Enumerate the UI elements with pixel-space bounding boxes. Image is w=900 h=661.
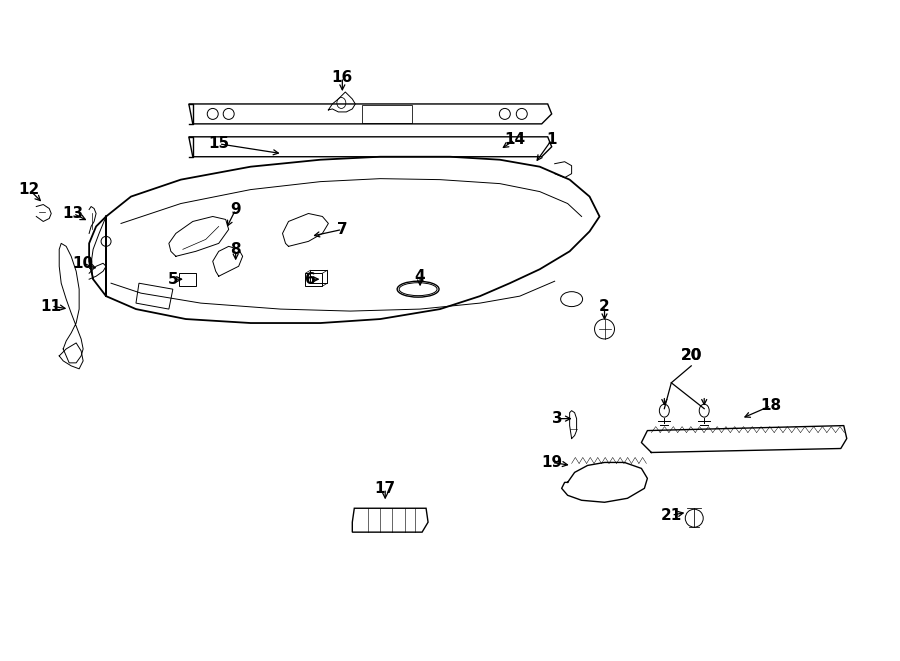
Text: 15: 15 <box>208 136 230 151</box>
Text: 3: 3 <box>553 411 563 426</box>
Text: 1: 1 <box>546 132 557 147</box>
Text: 14: 14 <box>504 132 526 147</box>
Text: 20: 20 <box>680 348 702 364</box>
Text: 20: 20 <box>680 348 702 364</box>
Text: 10: 10 <box>73 256 94 271</box>
Text: 6: 6 <box>305 272 316 287</box>
Text: 16: 16 <box>332 69 353 85</box>
Text: 2: 2 <box>599 299 610 313</box>
Text: 12: 12 <box>19 182 40 197</box>
Text: 17: 17 <box>374 481 396 496</box>
Text: 21: 21 <box>661 508 682 523</box>
Text: 7: 7 <box>337 222 347 237</box>
Text: 8: 8 <box>230 242 241 257</box>
Text: 11: 11 <box>40 299 62 313</box>
Text: 5: 5 <box>167 272 178 287</box>
Text: 4: 4 <box>415 269 426 284</box>
Text: 19: 19 <box>541 455 562 470</box>
Text: 9: 9 <box>230 202 241 217</box>
Text: 13: 13 <box>63 206 84 221</box>
Text: 18: 18 <box>760 398 781 413</box>
